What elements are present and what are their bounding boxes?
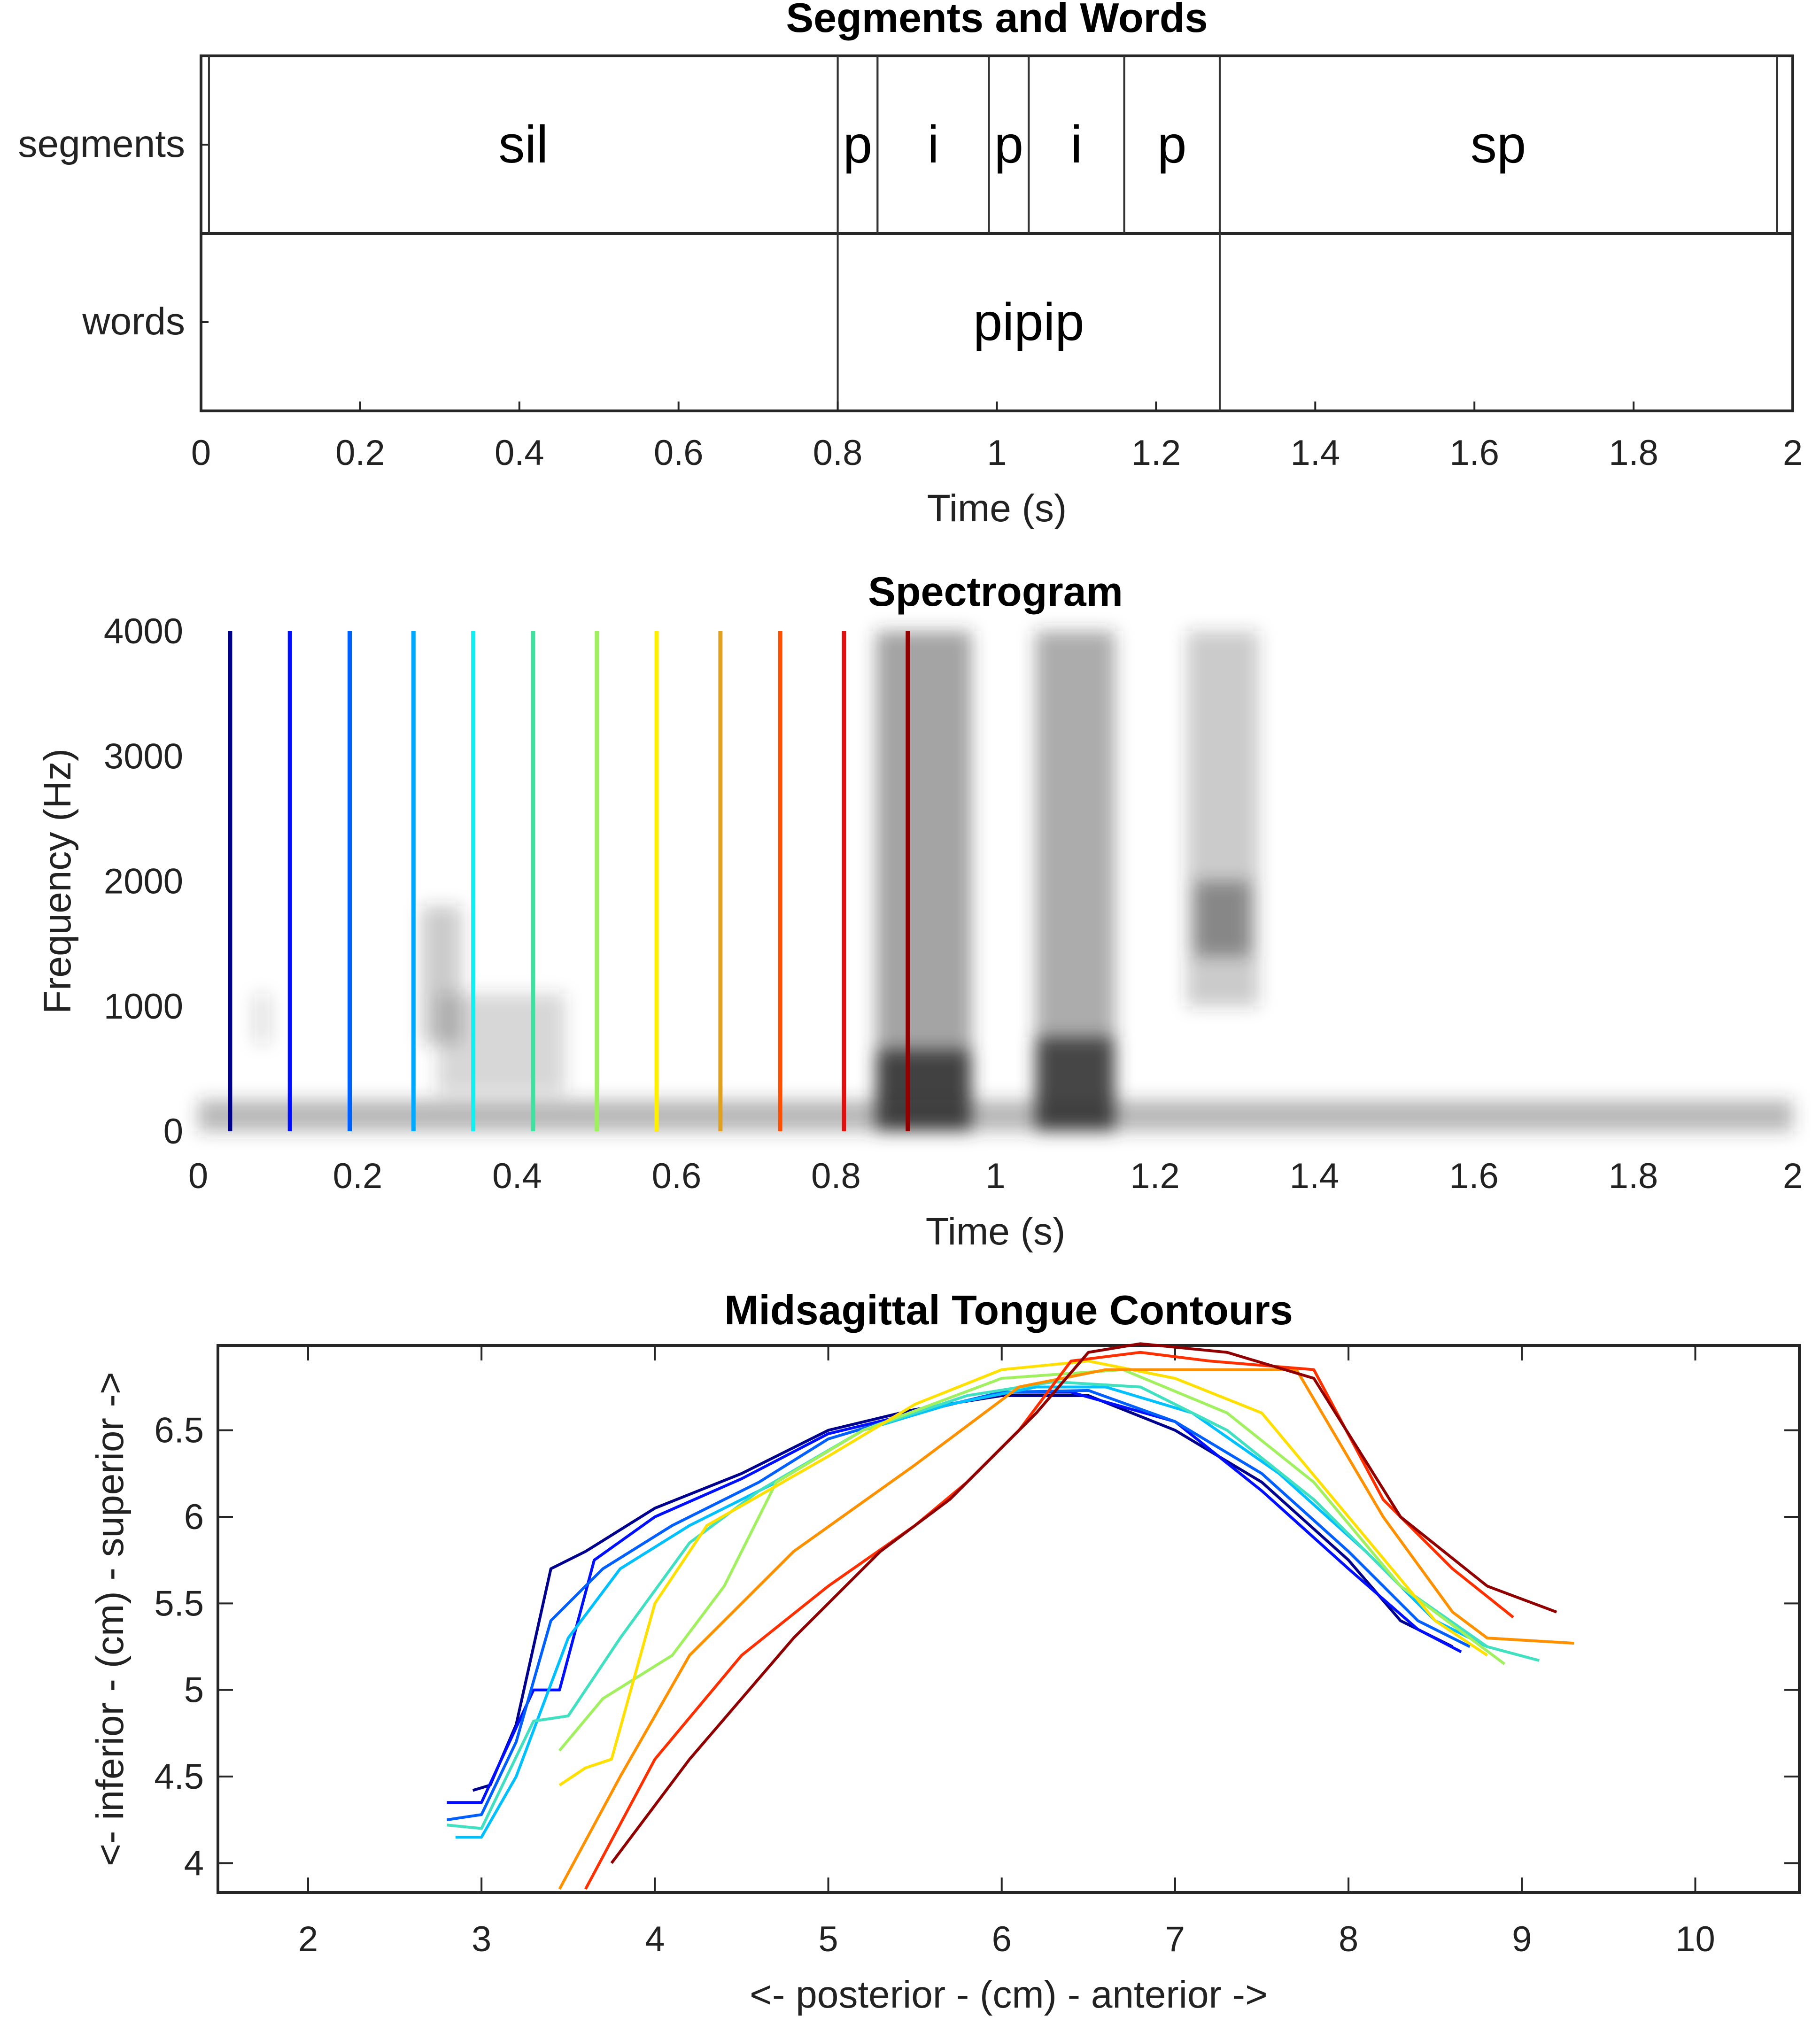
x-tick-label: 8 (1339, 1919, 1358, 1959)
y-axis-label: Frequency (Hz) (36, 749, 79, 1014)
y-tick-label: 1000 (104, 987, 183, 1027)
x-tick-label: 0.4 (495, 433, 544, 473)
x-tick-label: 1.8 (1609, 1156, 1658, 1196)
x-tick-label: 1.8 (1609, 433, 1658, 473)
chart-title: Segments and Words (786, 0, 1208, 41)
x-tick-label: 0.2 (333, 1156, 383, 1196)
tongue-contours-panel: Midsagittal Tongue Contours 2 3 4 5 6 7 8 9 10 4 4.… (89, 1287, 1801, 2016)
y-tick-label: 5.5 (154, 1584, 204, 1623)
x-tick-label: 1.4 (1290, 1156, 1340, 1196)
spectral-energy-region (437, 994, 565, 1094)
x-tick-label: 1.6 (1449, 433, 1499, 473)
spectral-energy-region (875, 1050, 972, 1131)
x-tick-label: 4 (645, 1919, 665, 1959)
interval-label: i (1071, 115, 1083, 174)
tongue-contour-line (446, 1389, 1471, 1822)
x-axis-label: Time (s) (926, 1210, 1066, 1253)
x-tick-label: 1 (987, 433, 1007, 473)
y-tick-label: 6.5 (154, 1411, 204, 1451)
tongue-contour-line (558, 1368, 1574, 1890)
y-tick-label: 6 (184, 1497, 204, 1537)
spectrogram-image (198, 631, 1793, 1131)
interval-label: sil (498, 115, 548, 174)
x-tick-label: 0.8 (813, 433, 863, 473)
y-tick-label: 5 (184, 1670, 204, 1710)
x-tick-label: 0 (191, 433, 211, 473)
tier-label: words (82, 300, 185, 343)
x-tick-label: 1.6 (1449, 1156, 1499, 1196)
x-tick-label: 9 (1512, 1919, 1532, 1959)
x-tick-label: 6 (992, 1919, 1012, 1959)
contour-lines (446, 1342, 1574, 1890)
tier-label: segments (18, 123, 185, 165)
spectral-energy-region (1194, 881, 1251, 957)
y-tick-label: 4000 (104, 611, 183, 651)
spectral-energy-region (254, 994, 270, 1044)
x-tick-label: 1.2 (1131, 433, 1181, 473)
spectral-energy-region (198, 1100, 1793, 1131)
x-tick-label: 2 (1783, 433, 1803, 473)
y-tick-label: 3000 (104, 736, 183, 776)
y-tick-label: 2000 (104, 862, 183, 902)
x-tick-label: 5 (818, 1919, 838, 1959)
tongue-contour-line (447, 1391, 1462, 1804)
interval-label: p (843, 115, 872, 174)
tongue-contour-line (610, 1342, 1557, 1864)
spectrogram-panel: Spectrogram 0 0.2 0.4 0.6 0.8 1 1.2 1.4 1.6 1.8 2 0 1… (36, 568, 1803, 1253)
tongue-contour-line (455, 1385, 1488, 1839)
tongue-contour-line (558, 1368, 1506, 1752)
x-tick-label: 7 (1165, 1919, 1185, 1959)
x-tick-label: 1.2 (1130, 1156, 1180, 1196)
x-tick-label: 0.4 (492, 1156, 542, 1196)
interval-label: pipip (973, 293, 1084, 351)
tongue-contour-line (472, 1394, 1453, 1792)
tongue-contour-line (584, 1351, 1514, 1890)
x-tick-label: 1.4 (1290, 433, 1340, 473)
y-tick-label: 0 (163, 1112, 183, 1151)
interval-label: p (994, 115, 1023, 174)
x-tick-label: 0.2 (335, 433, 385, 473)
y-tick-label: 4 (184, 1843, 204, 1883)
x-tick-label: 2 (298, 1919, 318, 1959)
spectral-energy-region (1035, 1037, 1115, 1131)
x-tick-label: 3 (472, 1919, 491, 1959)
interval-label: sp (1471, 115, 1526, 174)
tongue-contour-line (558, 1360, 1488, 1786)
chart-title: Midsagittal Tongue Contours (724, 1287, 1293, 1333)
x-tick-label: 10 (1675, 1919, 1715, 1959)
x-tick-label: 0.6 (654, 433, 704, 473)
x-axis-label: <- posterior - (cm) - anterior -> (750, 1973, 1268, 2016)
x-axis-label: Time (s) (927, 487, 1067, 530)
x-tick-label: 1 (985, 1156, 1005, 1196)
x-tick-label: 0.6 (652, 1156, 702, 1196)
y-tick-label: 4.5 (154, 1757, 204, 1797)
x-tick-label: 0 (188, 1156, 208, 1196)
x-tick-label: 2 (1783, 1156, 1803, 1196)
spectral-energy-region (875, 631, 972, 1131)
axes-frame (217, 1344, 1801, 1894)
interval-label: p (1157, 115, 1186, 174)
chart-title: Spectrogram (868, 568, 1123, 615)
tongue-contour-line (447, 1380, 1540, 1830)
x-tick-label: 0.8 (811, 1156, 861, 1196)
interval-label: i (927, 115, 939, 174)
y-axis-label: <- inferior - (cm) - superior -> (89, 1372, 132, 1866)
